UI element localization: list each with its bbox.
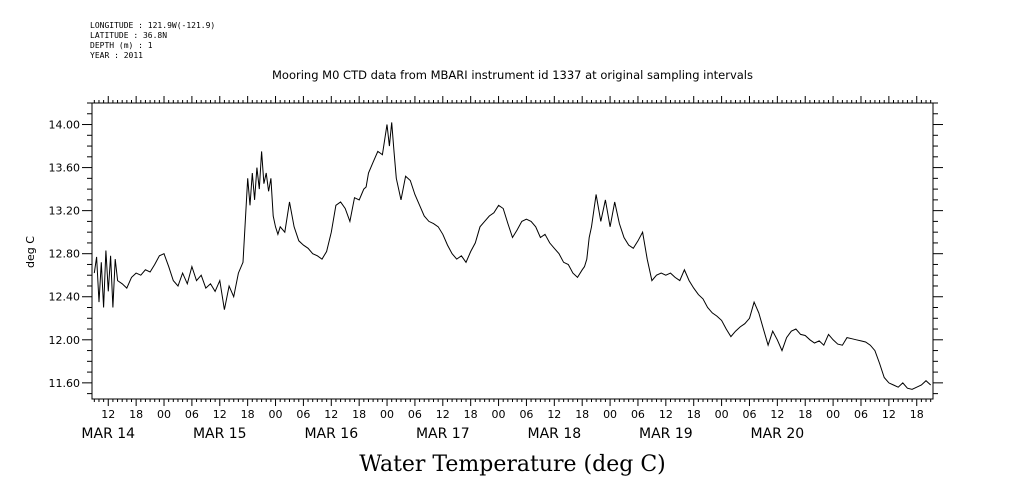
depth-label: DEPTH (m) : 1 — [90, 41, 153, 50]
x-hour-tick-label: 00 — [715, 408, 729, 421]
latitude-label: LATITUDE : 36.8N — [90, 31, 168, 40]
x-hour-tick-label: 00 — [157, 408, 171, 421]
year-label: YEAR : 2011 — [90, 51, 143, 60]
y-tick-label: 12.40 — [49, 291, 81, 304]
x-hour-tick-label: 06 — [519, 408, 533, 421]
x-hour-tick-label: 06 — [854, 408, 868, 421]
x-day-label: MAR 16 — [304, 426, 358, 442]
x-hour-tick-label: 12 — [324, 408, 338, 421]
x-hour-tick-label: 12 — [436, 408, 450, 421]
x-hour-tick-label: 06 — [631, 408, 645, 421]
axis-labels: 12 18 00 06 12 18 00 06 12 18 00 06 12 18 00 06 12 18 00 06… — [49, 119, 924, 442]
x-hour-tick-label: 18 — [687, 408, 701, 421]
y-tick-label: 13.60 — [49, 162, 81, 175]
x-hour-tick-label: 18 — [575, 408, 589, 421]
y-tick-label: 13.20 — [49, 205, 81, 218]
x-hour-tick-label: 06 — [185, 408, 199, 421]
plot-frame — [91, 102, 934, 400]
x-hour-tick-label: 18 — [798, 408, 812, 421]
y-tick-label: 11.60 — [49, 377, 81, 390]
x-hour-tick-label: 00 — [380, 408, 394, 421]
x-day-label: MAR 17 — [416, 426, 470, 442]
x-hour-tick-label: 18 — [910, 408, 924, 421]
x-hour-tick-label: 12 — [770, 408, 784, 421]
x-axis-label: Water Temperature (deg C) — [359, 452, 666, 477]
longitude-label: LONGITUDE : 121.9W(-121.9) — [90, 21, 216, 30]
x-hour-tick-label: 12 — [659, 408, 673, 421]
x-day-label: MAR 15 — [193, 426, 247, 442]
location-metadata: LONGITUDE : 121.9W(-121.9) LATITUDE : 36… — [90, 21, 215, 61]
x-hour-tick-label: 18 — [352, 408, 366, 421]
x-day-label: MAR 18 — [527, 426, 581, 442]
x-day-label: MAR 14 — [81, 426, 135, 442]
chart-title: Mooring M0 CTD data from MBARI instrumen… — [272, 68, 753, 82]
x-day-label: MAR 20 — [751, 426, 805, 442]
x-hour-tick-label: 00 — [269, 408, 283, 421]
y-axis-label: deg C — [24, 236, 37, 268]
axis-ticks — [82, 96, 943, 406]
y-tick-label: 14.00 — [49, 119, 81, 132]
x-day-label: MAR 19 — [639, 426, 693, 442]
x-hour-tick-label: 18 — [241, 408, 255, 421]
x-hour-tick-label: 00 — [492, 408, 506, 421]
x-hour-tick-label: 06 — [296, 408, 310, 421]
x-hour-tick-label: 12 — [547, 408, 561, 421]
x-hour-tick-label: 18 — [464, 408, 478, 421]
x-hour-tick-label: 12 — [101, 408, 115, 421]
y-tick-label: 12.00 — [49, 334, 81, 347]
x-hour-tick-label: 00 — [826, 408, 840, 421]
y-tick-label: 12.80 — [49, 248, 81, 261]
x-hour-tick-label: 00 — [603, 408, 617, 421]
x-hour-tick-label: 06 — [408, 408, 422, 421]
x-hour-tick-label: 12 — [882, 408, 896, 421]
x-hour-tick-label: 18 — [129, 408, 143, 421]
x-hour-tick-label: 12 — [213, 408, 227, 421]
water-temperature-line — [93, 122, 932, 390]
x-hour-tick-label: 06 — [742, 408, 756, 421]
